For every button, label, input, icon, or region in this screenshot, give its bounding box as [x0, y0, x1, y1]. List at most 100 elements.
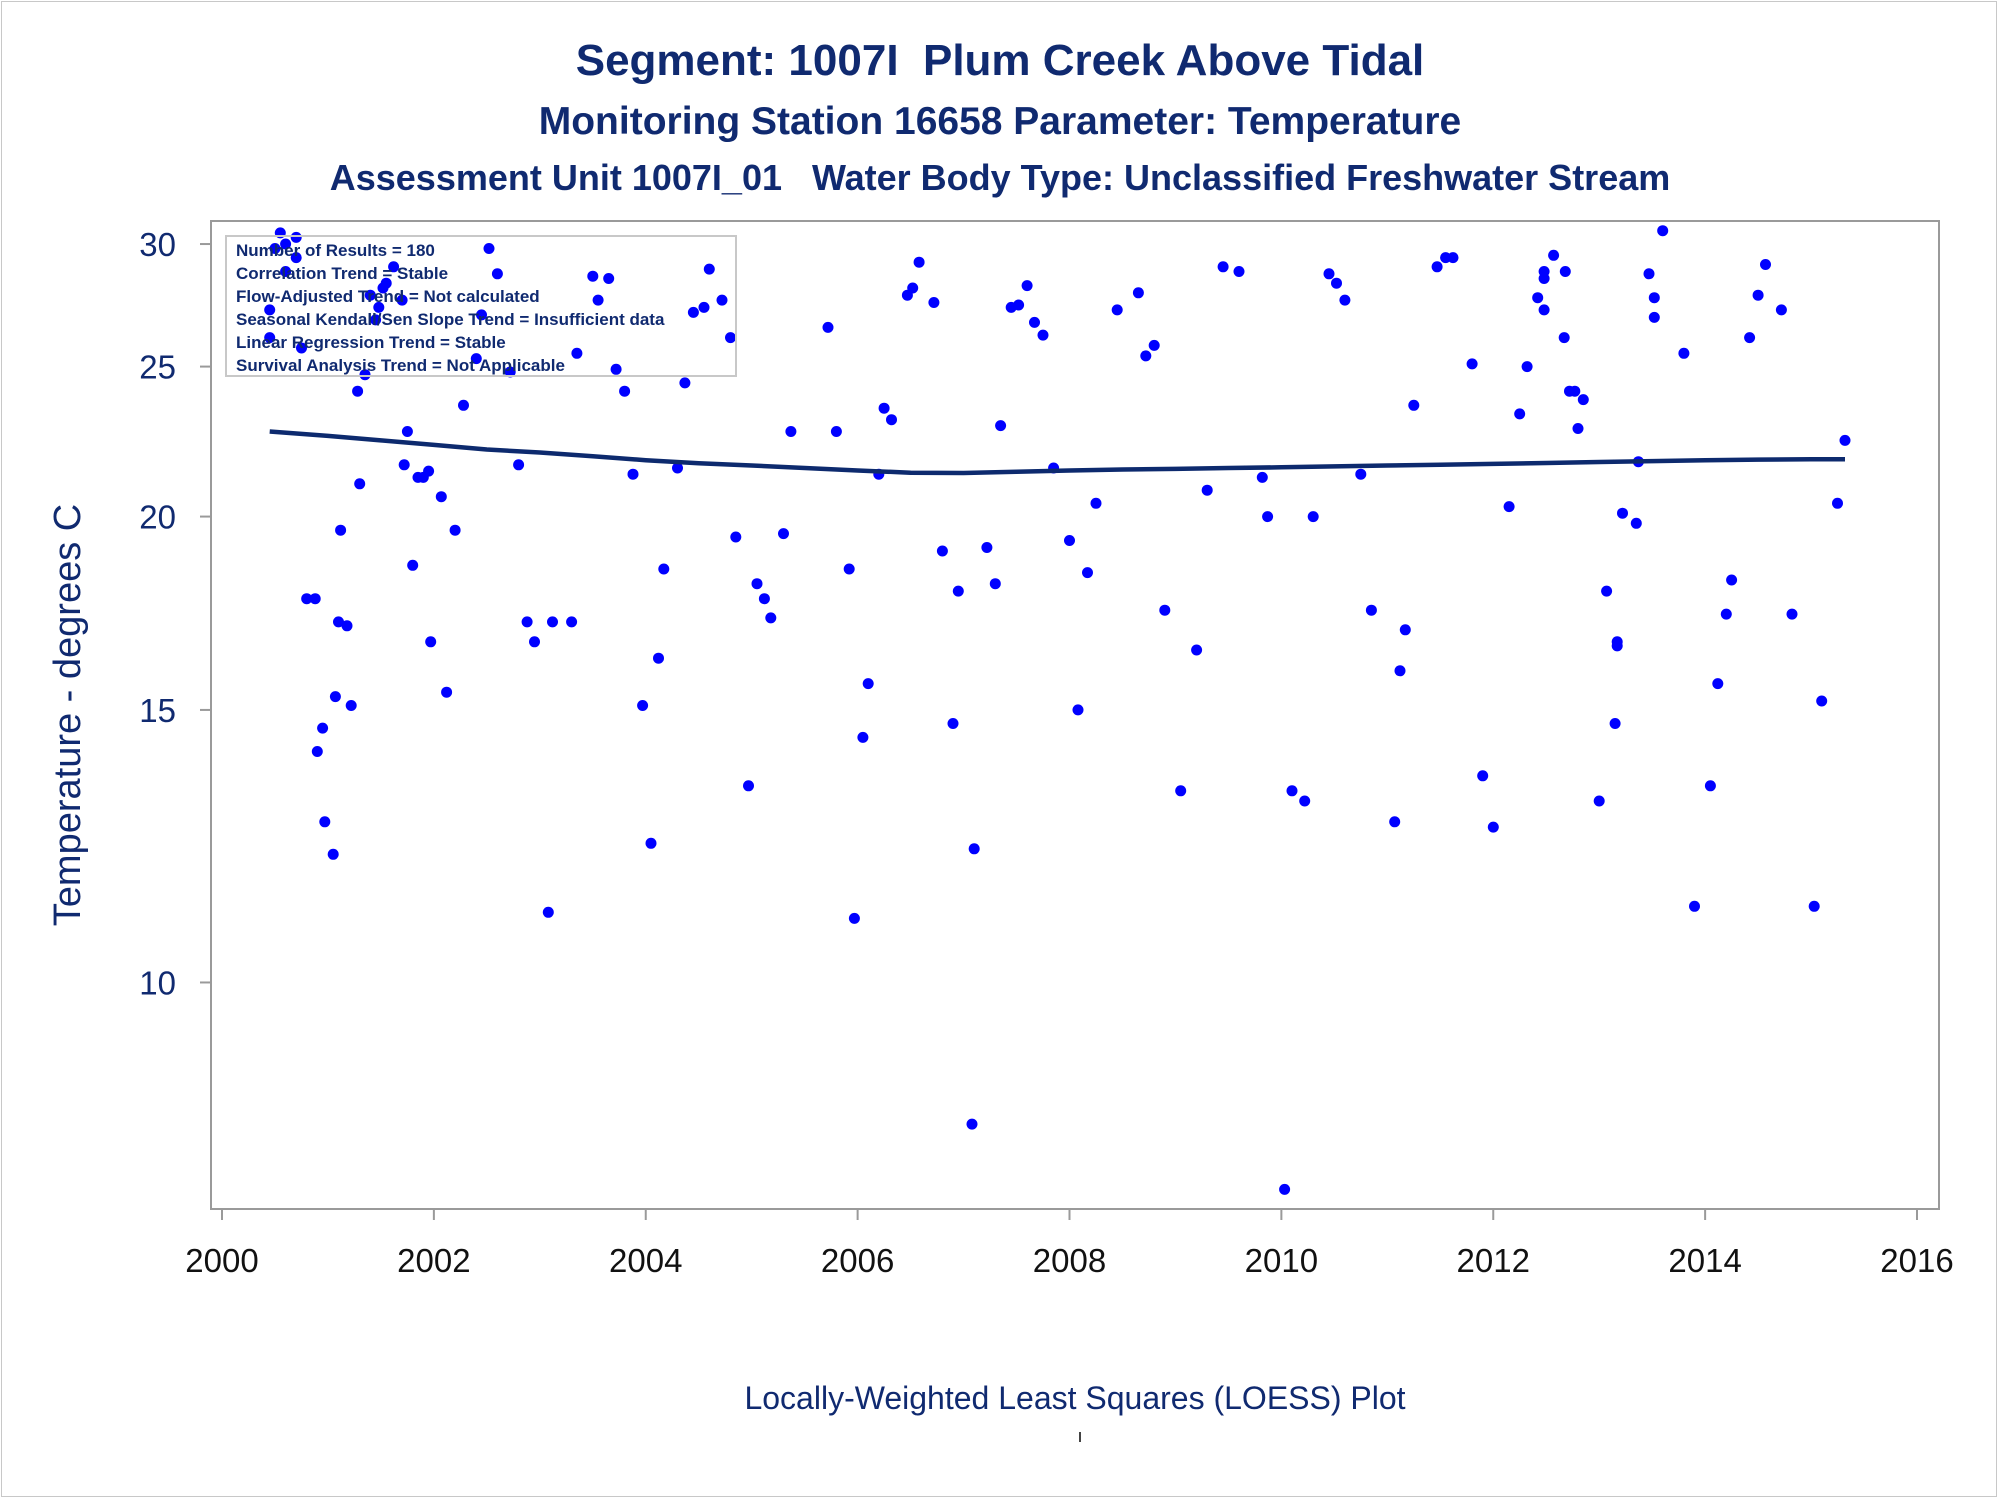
data-point — [1832, 497, 1843, 509]
data-point — [1657, 225, 1669, 237]
data-point — [1408, 399, 1420, 411]
data-point — [301, 593, 313, 605]
data-point — [1648, 292, 1660, 304]
data-point — [335, 524, 347, 536]
data-point — [830, 426, 842, 437]
data-point — [364, 289, 376, 301]
data-point — [1286, 785, 1298, 797]
data-point — [1339, 294, 1351, 306]
data-point — [1082, 567, 1093, 579]
data-point — [521, 616, 533, 628]
data-point — [928, 297, 940, 308]
data-point — [566, 616, 578, 628]
data-point — [317, 722, 329, 734]
data-point — [354, 478, 366, 490]
data-point — [843, 563, 855, 575]
data-point — [1712, 678, 1724, 690]
data-point — [1399, 624, 1411, 636]
data-point — [1720, 608, 1732, 620]
data-point — [380, 277, 392, 289]
y-tick-label: 10 — [139, 964, 176, 1001]
stats-line-3: Flow-Adjusted Trend = Not calculated — [236, 287, 540, 306]
data-point — [1569, 385, 1581, 397]
data-point — [603, 273, 615, 284]
data-point — [989, 578, 1001, 590]
data-point — [968, 843, 980, 855]
y-tick-label: 25 — [139, 349, 176, 386]
x-tick-label: 2000 — [185, 1242, 258, 1279]
data-point — [280, 238, 292, 250]
y-tick-label: 15 — [139, 692, 176, 729]
x-tick-label: 2002 — [397, 1242, 470, 1279]
data-point — [1447, 252, 1459, 264]
data-point — [370, 314, 382, 326]
data-point — [1601, 585, 1613, 597]
data-point — [470, 353, 482, 365]
stats-line-4: Seasonal Kendall/Sen Slope Trend = Insuf… — [236, 310, 665, 329]
data-point — [610, 363, 622, 375]
data-point — [619, 385, 631, 397]
data-point — [1477, 770, 1489, 782]
data-point — [345, 700, 357, 711]
chart-subtitle: Monitoring Station 16658 Parameter: Temp… — [538, 100, 1462, 143]
data-point — [401, 426, 413, 437]
data-point — [672, 462, 683, 474]
data-point — [1090, 497, 1102, 509]
data-point — [848, 912, 860, 924]
data-point — [981, 542, 993, 553]
data-point — [1744, 332, 1756, 344]
y-axis: 10 15 20 25 30 — [139, 222, 212, 1209]
data-point — [1132, 287, 1144, 299]
stats-box-border — [225, 235, 737, 377]
data-point — [966, 1118, 978, 1130]
data-point — [765, 612, 777, 624]
data-point — [645, 837, 657, 849]
data-point — [1256, 471, 1268, 483]
data-point — [1021, 280, 1033, 292]
data-point — [857, 731, 869, 743]
stats-line-1: Number of Results = 180 — [236, 241, 435, 260]
data-point — [1111, 304, 1123, 316]
data-point — [1148, 339, 1160, 351]
data-point — [1331, 277, 1342, 289]
data-point — [1037, 329, 1049, 341]
data-point — [333, 616, 344, 628]
data-point — [1643, 268, 1655, 280]
data-point — [1323, 268, 1335, 280]
data-point — [373, 301, 385, 313]
data-point — [1775, 304, 1787, 316]
data-point — [653, 652, 664, 664]
x-tick-label: 2004 — [609, 1242, 682, 1279]
stats-line-5: Linear Regression Trend = Stable — [236, 333, 506, 352]
x-tick-label: 2006 — [821, 1242, 894, 1279]
data-point — [947, 718, 959, 729]
data-point — [571, 347, 583, 359]
data-point — [1365, 604, 1377, 616]
data-point — [1389, 816, 1401, 828]
data-point — [311, 746, 323, 757]
data-point — [907, 282, 919, 294]
y-tick-label: 30 — [139, 226, 176, 263]
data-point — [1532, 292, 1544, 304]
data-point — [913, 256, 925, 268]
data-point — [1609, 718, 1621, 729]
data-point — [398, 459, 410, 471]
data-point — [1648, 311, 1660, 323]
data-point — [1538, 266, 1550, 277]
data-point — [1503, 501, 1515, 513]
loess-line — [269, 429, 1845, 476]
data-point — [862, 678, 874, 690]
stats-line-6: Survival Analysis Trend = Not Applicable — [236, 356, 565, 375]
chart-subtitle-2: Assessment Unit 1007I_01 Water Body Type… — [329, 157, 1671, 198]
data-point — [1175, 785, 1187, 797]
data-point — [1064, 535, 1075, 546]
loess-curve — [269, 429, 1845, 476]
data-point — [1013, 299, 1025, 311]
data-point — [658, 563, 670, 575]
data-point — [542, 906, 554, 918]
data-point — [637, 700, 649, 711]
data-point — [1726, 574, 1738, 586]
x-tick-label: 2016 — [1880, 1242, 1953, 1279]
